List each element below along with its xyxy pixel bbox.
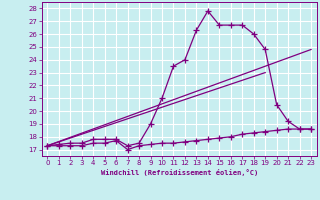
- X-axis label: Windchill (Refroidissement éolien,°C): Windchill (Refroidissement éolien,°C): [100, 169, 258, 176]
